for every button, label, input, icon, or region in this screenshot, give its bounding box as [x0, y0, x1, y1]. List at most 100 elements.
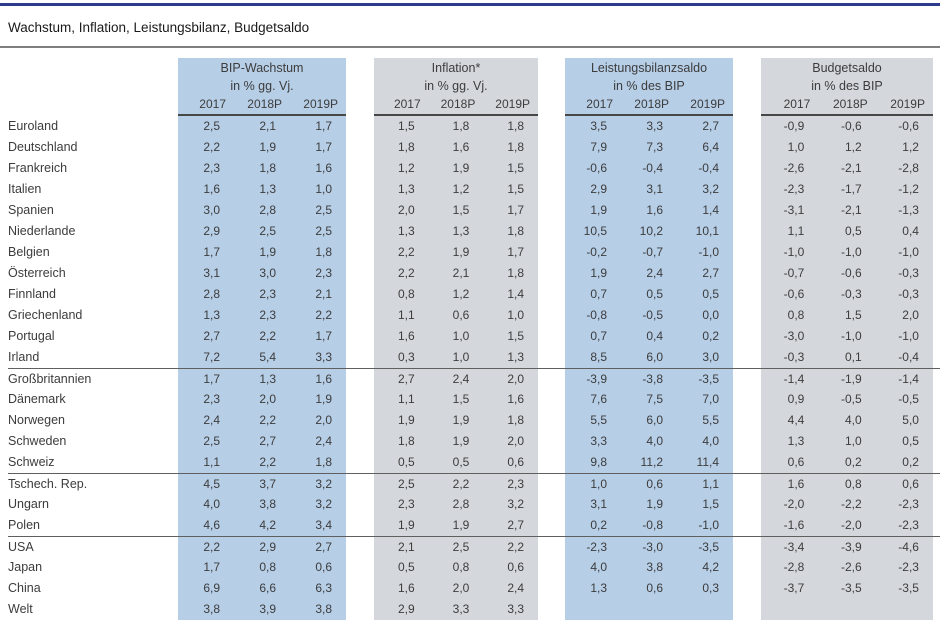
value-cell: 0,6 [315, 560, 332, 574]
value-cell: 0,4 [646, 329, 663, 343]
group-header-4: Budgetsaldo in % des BIP 2017 2018P 2019P [761, 58, 933, 116]
value-group-2: 0,5 0,8 0,6 [374, 557, 538, 578]
value-cell: -1,4 [783, 372, 805, 386]
country-label: Polen [8, 518, 40, 532]
value-cell: 2,5 [259, 224, 276, 238]
column-gap [538, 557, 565, 578]
value-cell: 1,6 [787, 477, 805, 491]
value-cell: -2,6 [840, 560, 862, 574]
value-group-3: 0,7 0,4 0,2 [565, 326, 733, 347]
value-cell: -3,9 [840, 540, 862, 554]
value-cell: 3,8 [315, 602, 332, 616]
value-cell: -0,8 [642, 518, 663, 532]
value-cell: 11,4 [696, 455, 719, 469]
value-group-1: 2,7 2,2 1,7 [178, 326, 346, 347]
group-unit: in % des BIP [613, 79, 685, 93]
table-row: Portugal 2,7 2,2 1,7 1,6 1,0 1,5 0,7 0,4 0,2 -3,0-… [8, 326, 940, 347]
value-cell: 2,3 [259, 308, 276, 322]
column-gap [346, 58, 374, 116]
value-cell: -3,0 [783, 329, 805, 343]
value-group-2: 2,2 2,1 1,8 [374, 263, 538, 284]
value-cell: 6,0 [646, 413, 663, 427]
value-cell: -1,0 [898, 245, 919, 259]
column-gap [346, 116, 374, 137]
value-cell: -1,0 [898, 329, 919, 343]
value-cell: 7,0 [702, 392, 719, 406]
value-cell: -3,9 [586, 372, 607, 386]
column-gap [538, 494, 565, 515]
group-year-labels: 2017 2018P 2019P [565, 95, 733, 114]
value-cell: 5,4 [259, 350, 276, 364]
value-cell: 3,2 [702, 182, 719, 196]
value-cell: 4,4 [787, 413, 805, 427]
value-cell: -2,3 [898, 560, 919, 574]
column-gap [733, 494, 761, 515]
value-cell: 3,9 [259, 602, 276, 616]
value-cell: 1,5 [507, 182, 524, 196]
value-cell: -3,0 [642, 540, 663, 554]
value-cell: 1,2 [844, 140, 862, 154]
value-group-3: -2,3 -3,0 -3,5 [565, 537, 733, 557]
value-group-4: -2,8 -2,6 -2,3 [761, 557, 933, 578]
value-group-3: 7,9 7,3 6,4 [565, 137, 733, 158]
value-cell: 2,3 [397, 497, 415, 511]
value-group-2: 1,1 0,6 1,0 [374, 305, 538, 326]
value-cell: -3,5 [898, 581, 919, 595]
value-cell: -3,4 [783, 540, 805, 554]
value-cell: 2,2 [315, 308, 332, 322]
value-cell: 0,4 [902, 224, 919, 238]
value-group-2: 2,1 2,5 2,2 [374, 537, 538, 557]
value-cell: 2,5 [315, 224, 332, 238]
value-cell: -0,4 [698, 161, 719, 175]
value-group-1: 2,2 2,9 2,7 [178, 537, 346, 557]
value-cell: 0,1 [844, 350, 862, 364]
value-cell: -0,2 [586, 245, 607, 259]
value-cell: -1,0 [840, 245, 862, 259]
value-cell: -3,5 [840, 581, 862, 595]
group-title: Inflation* [431, 61, 481, 75]
value-cell: -0,6 [898, 119, 919, 133]
value-cell: 2,0 [507, 372, 524, 386]
value-cell: 1,5 [702, 497, 719, 511]
value-cell: 0,2 [702, 329, 719, 343]
value-cell: 3,3 [590, 434, 607, 448]
value-cell: 1,6 [397, 329, 415, 343]
country-label: Finnland [8, 287, 56, 301]
country-label: Portugal [8, 329, 55, 343]
value-group-2: 0,8 1,2 1,4 [374, 284, 538, 305]
value-cell: -1,2 [898, 182, 919, 196]
value-cell: 3,0 [259, 266, 276, 280]
value-cell: 3,8 [203, 602, 220, 616]
value-cell: -0,6 [586, 161, 607, 175]
column-gap [346, 431, 374, 452]
value-cell: 3,0 [702, 350, 719, 364]
value-group-3: 2,9 3,1 3,2 [565, 179, 733, 200]
value-cell: 5,0 [902, 413, 919, 427]
column-gap [538, 431, 565, 452]
table-row: Großbritannien 1,7 1,3 1,6 2,7 2,4 2,0 -3,9 -3,8… [8, 368, 940, 389]
column-gap [346, 452, 374, 473]
table-row: Polen 4,6 4,2 3,4 1,9 1,9 2,7 0,2 -0,8 -1,0 -1,6 -2… [8, 515, 940, 536]
value-cell: 7,2 [203, 350, 220, 364]
value-cell: 4,2 [702, 560, 719, 574]
value-cell: 1,5 [397, 119, 415, 133]
value-cell: 8,5 [590, 350, 607, 364]
value-group-2: 0,5 0,5 0,6 [374, 452, 538, 473]
value-group-1: 3,0 2,8 2,5 [178, 200, 346, 221]
column-gap [346, 515, 374, 536]
value-cell: -0,7 [783, 266, 805, 280]
table-row: Japan 1,7 0,8 0,6 0,5 0,8 0,6 4,0 3,8 4,2 -2,8 -2,6… [8, 557, 940, 578]
value-cell: 1,3 [203, 308, 220, 322]
value-cell: -2,8 [783, 560, 805, 574]
value-group-4: -3,0 -1,0 -1,0 [761, 326, 933, 347]
column-gap [346, 200, 374, 221]
value-cell: 1,7 [315, 329, 332, 343]
column-gap [733, 389, 761, 410]
country-label: Irland [8, 350, 40, 364]
value-cell: 1,0 [452, 350, 470, 364]
column-gap [733, 58, 761, 116]
value-group-4: -0,3 0,1 -0,4 [761, 347, 933, 368]
value-cell: 2,3 [203, 161, 220, 175]
column-gap [346, 305, 374, 326]
table-row: Griechenland 1,3 2,3 2,2 1,1 0,6 1,0 -0,8 -0,5 0,… [8, 305, 940, 326]
